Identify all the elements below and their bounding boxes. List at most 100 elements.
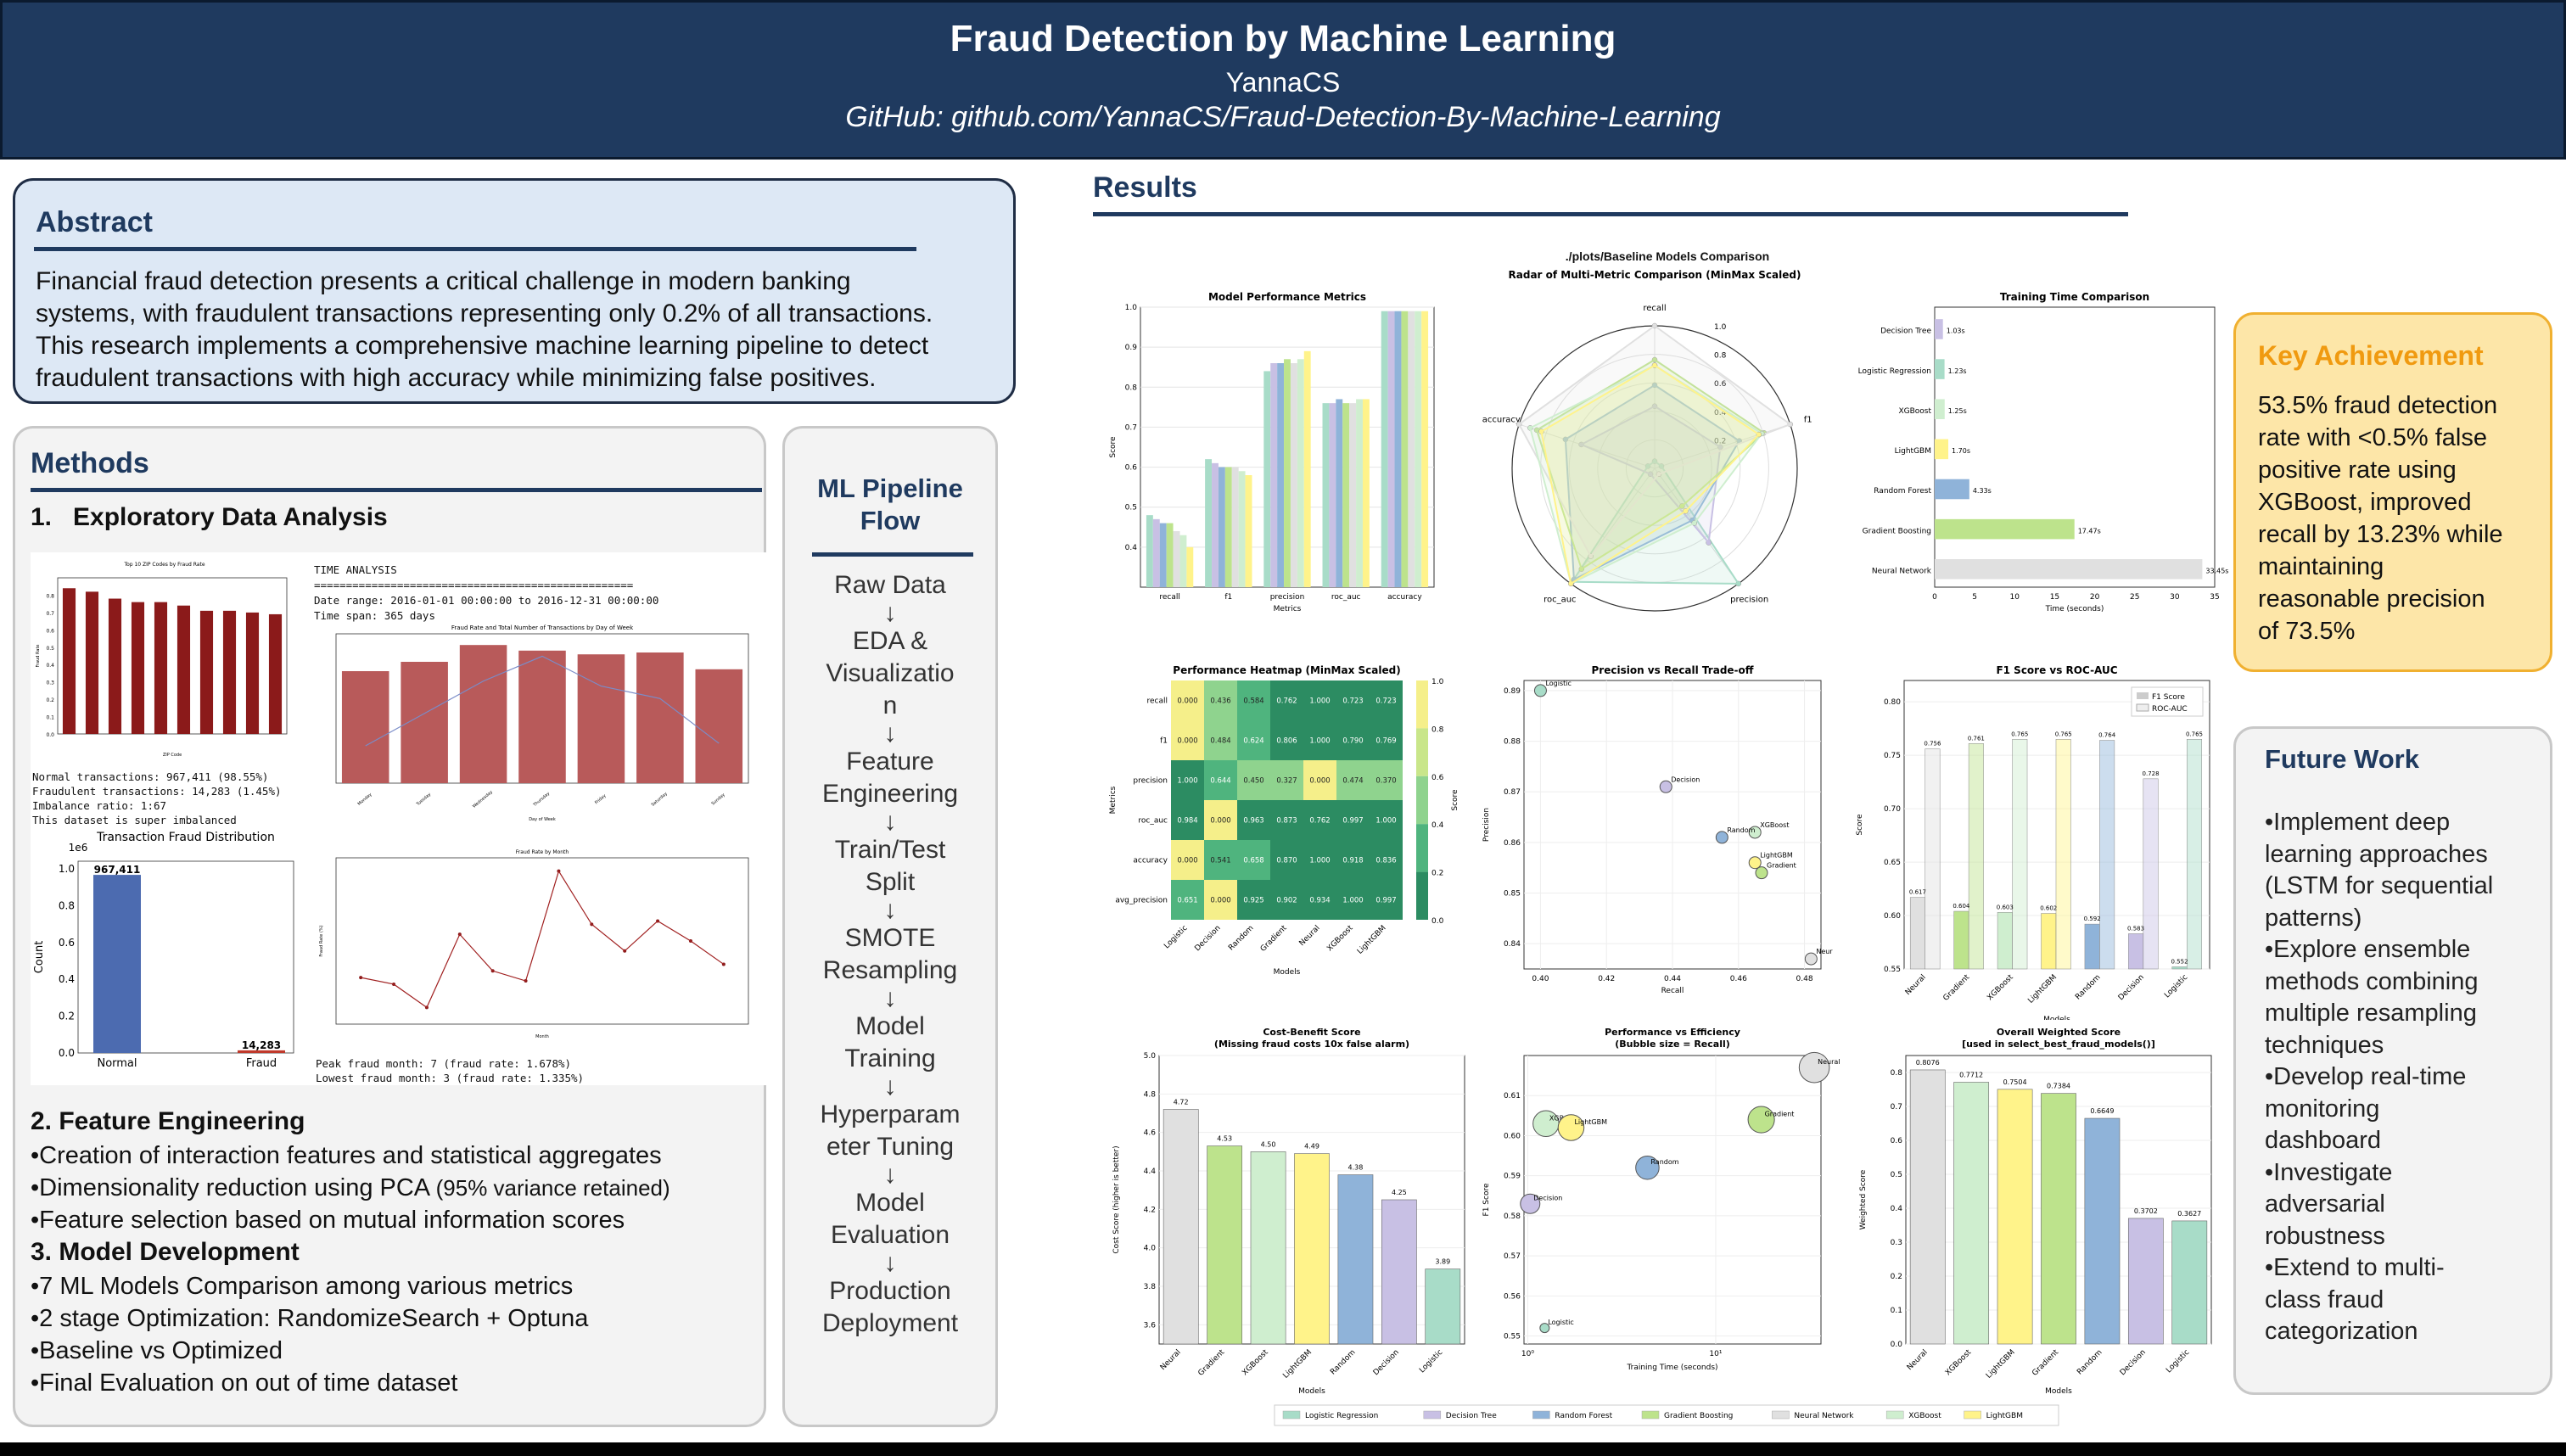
radar-tick-label: 0.8 bbox=[1714, 352, 1727, 361]
x-axis-label: Time (seconds) bbox=[2045, 605, 2104, 613]
legend-label: LightGBM bbox=[1986, 1412, 2023, 1420]
metric-bar bbox=[1173, 531, 1180, 587]
colorbar-segment bbox=[1416, 728, 1428, 776]
heatmap-cell bbox=[1370, 760, 1403, 800]
heatmap-value-label: 0.584 bbox=[1243, 697, 1263, 706]
y-tick-label: 0.5 bbox=[1891, 1171, 1902, 1179]
metric-bar bbox=[1290, 363, 1297, 587]
time-analysis-text: TIME ANALYSIS ===========================… bbox=[314, 563, 658, 624]
colorbar-tick-label: 0.4 bbox=[1431, 821, 1444, 830]
f1-value-label: 0.583 bbox=[2127, 925, 2144, 932]
time-text-line: TIME ANALYSIS bbox=[314, 563, 397, 576]
y-tick-label: 0.9 bbox=[1125, 344, 1138, 352]
fraud-by-month-chart: Fraud Rate by Month Month Fraud Rate (%) bbox=[319, 849, 749, 1039]
y-tick-label: 0.5 bbox=[1125, 504, 1137, 512]
metric-bar bbox=[1336, 399, 1343, 587]
key-achievement-line: maintaining bbox=[2258, 553, 2384, 580]
radar-axis-label: roc_auc bbox=[1544, 596, 1576, 605]
x-tick-label: 25 bbox=[2130, 593, 2139, 602]
weighted-score-chart: Overall Weighted Score[used in select_be… bbox=[1859, 1027, 2212, 1396]
bar-value-label: 14,283 bbox=[242, 1039, 281, 1051]
y-tick-label: 0.7 bbox=[1891, 1103, 1902, 1112]
x-tick-label: 5 bbox=[1972, 593, 1977, 602]
x-axis-label: Models bbox=[2045, 1387, 2072, 1396]
legend-swatch bbox=[1282, 1410, 1301, 1420]
github-link[interactable]: GitHub: github.com/YannaCS/Fraud-Detecti… bbox=[845, 101, 1721, 133]
abstract-text: Financial fraud detection presents a cri… bbox=[36, 266, 933, 395]
y-tick-label: 0.65 bbox=[1884, 859, 1901, 867]
future-work-list: •Implement deep learning approaches (LSTM … bbox=[2265, 807, 2493, 1348]
score-bar bbox=[1381, 1199, 1417, 1345]
heatmap-value-label: 0.836 bbox=[1375, 857, 1396, 865]
y-tick-label: 0.75 bbox=[1884, 752, 1901, 760]
y-tick-label: 0.6 bbox=[1125, 464, 1138, 473]
metric-bar bbox=[1408, 311, 1415, 587]
feature-engineering-list: •Creation of interaction features and st… bbox=[31, 1140, 670, 1236]
x-tick-label: Logistic bbox=[2165, 1348, 2191, 1375]
bar-value-label: 1.25s bbox=[1948, 407, 1967, 415]
legend-swatch bbox=[1532, 1410, 1550, 1420]
y-tick-label: 0.2 bbox=[59, 1011, 75, 1022]
heatmap-cell bbox=[1171, 760, 1204, 800]
point-label: LightGBM bbox=[1760, 852, 1793, 860]
heatmap-value-label: 1.000 bbox=[1342, 897, 1363, 905]
heatmap-value-label: 0.474 bbox=[1342, 777, 1363, 786]
zip-bar bbox=[268, 613, 283, 734]
metric-bar bbox=[1401, 311, 1409, 587]
metric-bar bbox=[1212, 462, 1219, 587]
x-axis-label: Month bbox=[535, 1034, 549, 1039]
time-bar bbox=[1935, 399, 1945, 419]
heatmap-cell bbox=[1370, 680, 1403, 720]
heatmap-cell bbox=[1237, 840, 1270, 880]
future-work-line: multiple resampling bbox=[2265, 1000, 2477, 1027]
y-tick-label: LightGBM bbox=[1895, 447, 1931, 456]
training-time-chart: Training Time Comparison Decision Tree 1.0… bbox=[1858, 291, 2229, 613]
heatmap-cell bbox=[1204, 760, 1237, 800]
y-tick-label: 0.8 bbox=[1891, 1069, 1903, 1078]
y-tick-label: 1.0 bbox=[1125, 304, 1138, 312]
future-work-heading: Future Work bbox=[2265, 744, 2419, 774]
colorbar-tick-label: 0.8 bbox=[1431, 725, 1444, 734]
y-axis-label: Weighted Score bbox=[1859, 1169, 1868, 1229]
y-tick-label: 0.80 bbox=[1884, 698, 1901, 707]
y-tick-label: 0.8 bbox=[1125, 384, 1138, 392]
x-tick-label: Gradient bbox=[2031, 1348, 2060, 1378]
future-work-line: robustness bbox=[2265, 1222, 2385, 1250]
y-tick-label: 0.4 bbox=[46, 663, 54, 669]
legend-label: Logistic Regression bbox=[1305, 1412, 1378, 1420]
chart-title: Performance Heatmap (MinMax Scaled) bbox=[1173, 664, 1400, 676]
roc-value-label: 0.765 bbox=[2011, 731, 2028, 737]
x-tick-label: 35 bbox=[2210, 593, 2219, 602]
cost-benefit-chart: Cost-Benefit Score(Missing fraud costs 1… bbox=[1112, 1027, 1465, 1396]
heatmap-cell bbox=[1336, 800, 1370, 840]
poster-header: Fraud Detection by Machine Learning Yann… bbox=[0, 0, 2566, 160]
peak-text-line: Peak fraud month: 7 (fraud rate: 1.678%) bbox=[316, 1057, 572, 1070]
y-tick-label: 0.8 bbox=[59, 899, 75, 911]
legend-label: Neural Network bbox=[1794, 1412, 1854, 1420]
y-axis-label: Fraud Rate bbox=[36, 644, 41, 667]
bar-value-label: 1.70s bbox=[1952, 447, 1970, 455]
radar-spoke bbox=[1570, 468, 1656, 585]
zip-bar bbox=[199, 610, 214, 734]
eda-figure: Top 10 ZIP Codes by Fraud Rate 0.8 0.7 0.6 0… bbox=[31, 552, 770, 1085]
chart-title: Cost-Benefit Score bbox=[1263, 1027, 1360, 1038]
x-tick-label: Logistic bbox=[1163, 924, 1189, 950]
f1-bar bbox=[2171, 966, 2188, 970]
time-bar bbox=[1935, 518, 2075, 540]
chart-subtitle: (Bubble size = Recall) bbox=[1615, 1039, 1730, 1050]
x-tick-label: Random bbox=[2076, 1348, 2104, 1376]
fe-item: •Creation of interaction features and st… bbox=[31, 1142, 662, 1169]
y-tick-label: 4.6 bbox=[1144, 1129, 1157, 1138]
roc-value-label: 0.765 bbox=[2055, 731, 2072, 737]
heatmap-cell bbox=[1270, 800, 1303, 840]
pipeline-step: Deployment bbox=[821, 1309, 959, 1337]
bar-value-label: 3.89 bbox=[1435, 1258, 1450, 1266]
pipeline-step: Resampling bbox=[822, 956, 958, 984]
x-tick-label: 0 bbox=[1932, 593, 1937, 602]
x-tick-label: Random bbox=[1329, 1348, 1357, 1376]
metric-bar bbox=[1329, 403, 1336, 587]
day-bar bbox=[518, 650, 566, 783]
heatmap-cell bbox=[1204, 720, 1237, 760]
bar-value-label: 4.72 bbox=[1174, 1098, 1189, 1106]
heatmap-value-label: 0.762 bbox=[1309, 817, 1330, 826]
